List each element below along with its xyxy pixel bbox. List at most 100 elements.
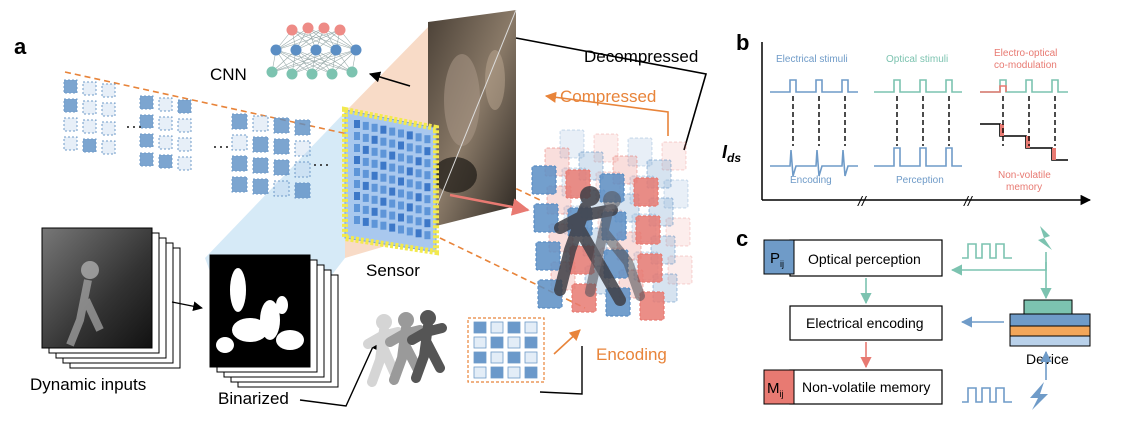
motion-figures — [363, 310, 447, 387]
compressed-label: Compressed — [560, 87, 656, 106]
binarized-to-motion-arrow — [299, 339, 377, 407]
arrow-to-cnn — [368, 71, 411, 87]
electro-optical-label-2: co-modulation — [994, 60, 1057, 71]
sensor-pixel — [424, 195, 431, 204]
sensor-pixel — [380, 221, 387, 230]
sensor-pixel — [380, 173, 387, 182]
encoding-cell — [661, 141, 687, 171]
cnn-edge — [271, 49, 357, 73]
panel-a-letter: a — [14, 34, 27, 59]
cnn-node — [286, 68, 298, 80]
p-ij-badge — [763, 239, 795, 275]
grid-cell — [231, 176, 248, 193]
grid-return-line — [539, 346, 583, 395]
sensor-pixel — [415, 133, 422, 142]
cnn-edge — [295, 29, 341, 51]
cnn-edge — [275, 27, 325, 51]
small-grid-cell — [524, 336, 538, 349]
grid-cell — [82, 100, 97, 115]
small-grid-cell — [490, 351, 504, 364]
grid-cell — [231, 113, 248, 130]
sensor-pixel — [354, 204, 360, 212]
cnn-node — [346, 66, 358, 78]
sensor-pixel — [354, 180, 360, 188]
encoding-cell — [633, 177, 659, 207]
sensor-pixel — [424, 183, 431, 192]
sensor-pixel — [406, 179, 413, 188]
waveform-panel: // // — [761, 42, 1092, 209]
grid-cell — [158, 154, 173, 169]
small-grid-cell — [507, 366, 521, 379]
sensor-pixel — [389, 199, 396, 208]
encoding-cell — [637, 253, 663, 283]
sensor-pixel — [380, 137, 387, 146]
grid-cell — [252, 157, 269, 174]
grid-cell — [101, 102, 116, 117]
sensor-pixel — [389, 127, 396, 136]
sensor-pixel — [362, 169, 369, 178]
grid-cell — [177, 156, 192, 171]
sensor-chip — [342, 106, 439, 256]
sensor-pixel — [371, 219, 378, 228]
sensor-pixel — [371, 123, 378, 132]
cnn-node — [286, 24, 298, 36]
grid-cell — [273, 180, 290, 197]
binarized-blob — [230, 268, 246, 312]
sensor-label: Sensor — [366, 261, 420, 280]
cnn-edge — [271, 49, 337, 73]
binarized-blob — [260, 300, 280, 340]
binarized-blob — [232, 318, 268, 342]
small-grid-cell — [490, 336, 504, 349]
cnn-edge — [275, 29, 341, 51]
optical-input-arrow — [950, 262, 1047, 276]
cnn-edge — [323, 27, 357, 51]
decompressed-frame — [427, 9, 517, 229]
small-grid-frame — [467, 317, 545, 383]
grid-cell — [139, 95, 154, 110]
sensor-pixel — [415, 157, 422, 166]
device-label: Device — [1026, 351, 1069, 367]
grid-cell — [63, 117, 78, 132]
compressed-arrow — [544, 91, 669, 136]
sensor-pixel — [371, 135, 378, 144]
sensor-pixel — [362, 145, 369, 154]
electrical-encoding-text: Electrical encoding — [806, 315, 924, 331]
sensor-pixel — [415, 217, 422, 226]
optical-pulse-train — [962, 243, 1012, 259]
sensor-pixel — [398, 201, 404, 210]
grid-cell — [158, 116, 173, 131]
co-modulation-overlay — [980, 85, 1007, 93]
cnn-node — [318, 22, 330, 34]
small-grid-cell — [473, 336, 487, 349]
sensor-pixel — [371, 171, 378, 180]
dynamic-inputs-stack — [41, 227, 181, 369]
sensor-pixel — [406, 203, 413, 212]
encoding-cell — [635, 215, 661, 245]
cnn-edge — [295, 49, 353, 73]
electrical-stimuli-label: Electrical stimuli — [776, 54, 848, 65]
encoding-cell — [667, 255, 693, 285]
grid-cell — [252, 178, 269, 195]
sensor-pixel — [398, 153, 404, 162]
sensor-pixel — [380, 149, 387, 158]
encoding-cell — [531, 165, 557, 195]
sensor-pixel — [362, 157, 369, 166]
small-encoded-grid — [467, 317, 545, 383]
encoding-cell — [627, 137, 653, 167]
grid-cell — [139, 152, 154, 167]
small-grid-cell — [507, 336, 521, 349]
cnn-edge — [271, 49, 317, 73]
sensor-pixel — [415, 169, 422, 178]
decompressed-label: Decompressed — [584, 47, 698, 66]
sensor-pixel — [380, 185, 387, 194]
sensor-pixel — [354, 192, 360, 200]
binarized-blob — [276, 330, 304, 350]
small-grid-cell — [473, 366, 487, 379]
dynamic-inputs-label: Dynamic inputs — [30, 375, 146, 394]
sensor-pixel — [415, 205, 422, 214]
ellipsis-1: ··· — [125, 116, 143, 136]
dynamic-to-binarized-arrow — [171, 301, 203, 312]
sensor-pixel — [354, 168, 360, 176]
sensor-pixel — [389, 163, 396, 172]
sensor-pixel — [362, 217, 369, 226]
